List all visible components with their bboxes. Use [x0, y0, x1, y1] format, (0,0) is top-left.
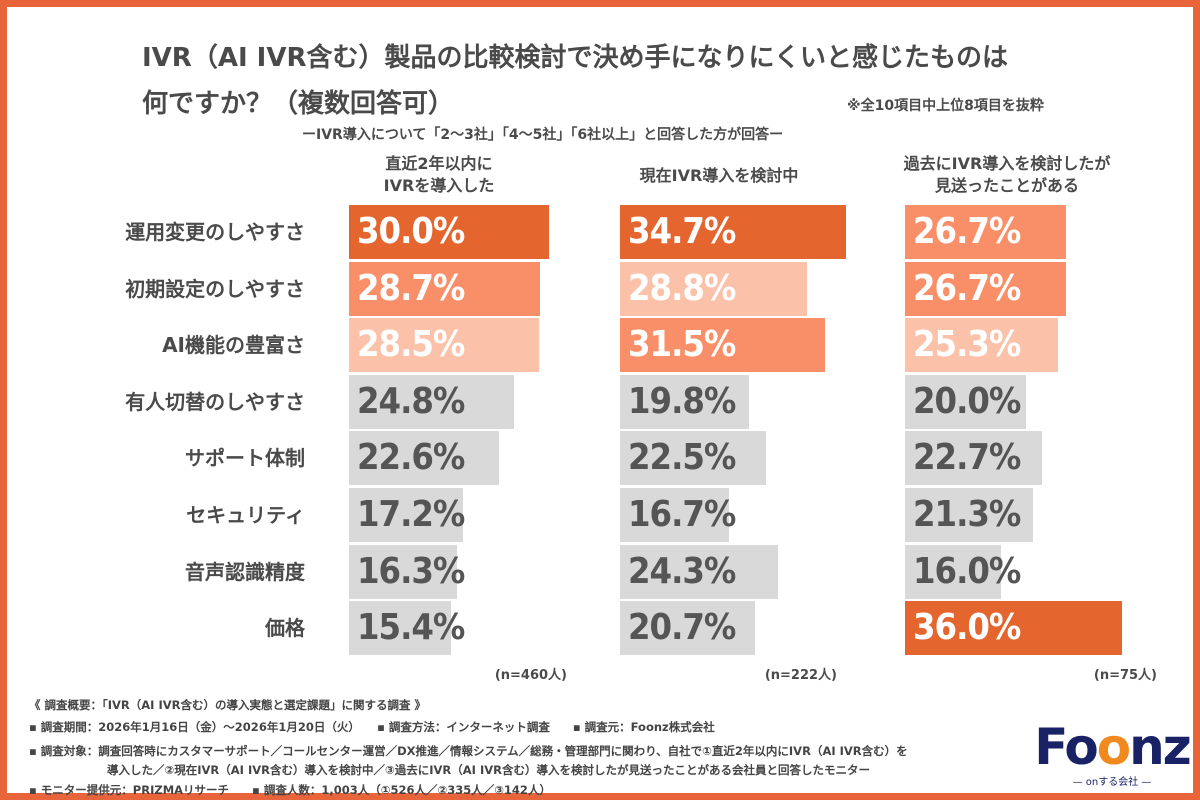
value-label: 30.0% [357, 211, 465, 252]
bar [905, 374, 1026, 429]
series-header-line: IVRを導入した [383, 176, 495, 195]
bar [905, 544, 1002, 599]
chart-title-line2: 何ですか？（複数回答可） [142, 89, 455, 119]
bar [620, 318, 825, 373]
sample-size-label: (n=222人) [764, 668, 837, 683]
series-header: 過去にIVR導入を検討したが 見送ったことがある [867, 153, 1147, 197]
survey-overview: 《 調査概要：「IVR（AI IVR含む）の導入実態と選定課題」に関する調査 》 [29, 698, 427, 712]
logo-wordmark: Foonz [1034, 718, 1192, 776]
survey-target: ▪ 調査対象：調査回答時にカスタマーサポート／コールセンター運営／DX推進／情報… [29, 744, 908, 758]
value-label: 20.7% [628, 607, 736, 649]
logo-tagline: — onする会社 — [1072, 777, 1152, 788]
sample-size-label: (n=75人) [1093, 668, 1157, 683]
survey-target-cont: 導入した／②現在IVR（AI IVR含む）導入を検討中／③過去にIVR（AI I… [107, 763, 870, 777]
series-header-line: 過去にIVR導入を検討したが [903, 154, 1111, 173]
survey-period-method: ▪ 調査期間：2026年1月16日（金）〜2026年1月20日（火） ▪ 調査方… [29, 720, 715, 734]
bar [349, 374, 514, 429]
bar [620, 431, 767, 486]
bar [349, 431, 500, 486]
bar [905, 601, 1123, 656]
sample-size-label: (n=460人) [494, 668, 567, 683]
bar [905, 205, 1066, 259]
bar [905, 318, 1058, 373]
bar [905, 261, 1066, 316]
value-label: 22.6% [357, 437, 465, 479]
series-header: 直近2年以内に IVRを導入した [299, 153, 579, 197]
bar [620, 488, 729, 542]
value-label: 17.2% [357, 494, 465, 535]
category-label: AI機能の豊富さ [162, 333, 305, 358]
category-label: サポート体制 [185, 446, 305, 471]
foonz-logo: Foonz — onする会社 — [1032, 719, 1192, 788]
bar [349, 318, 539, 373]
value-label: 24.3% [628, 550, 736, 592]
category-label: 有人切替のしやすさ [125, 389, 305, 414]
value-label: 28.7% [357, 267, 465, 309]
value-label: 31.5% [628, 324, 736, 366]
bar [349, 205, 549, 259]
bar [620, 544, 778, 599]
value-label: 26.7% [913, 267, 1021, 309]
survey-provider-count: ▪ モニター提供元：PRIZMAリサーチ ▪ 調査人数：1,003人（①526人… [29, 783, 551, 797]
bar [349, 261, 540, 316]
category-label: 初期設定のしやすさ [125, 276, 305, 301]
value-label: 22.5% [628, 437, 736, 479]
value-label: 22.7% [913, 437, 1021, 479]
bar [620, 205, 846, 259]
bar [349, 488, 464, 542]
value-label: 20.0% [913, 380, 1021, 422]
bar [620, 601, 755, 656]
value-label: 15.4% [357, 607, 465, 649]
series-header-line: 見送ったことがある [934, 176, 1079, 195]
value-label: 28.5% [357, 324, 465, 366]
bar [620, 374, 749, 429]
value-label: 16.7% [628, 494, 736, 535]
bar [349, 601, 452, 656]
category-label: 運用変更のしやすさ [125, 220, 305, 244]
value-label: 24.8% [357, 380, 465, 422]
value-label: 28.8% [628, 267, 736, 309]
bar [905, 488, 1034, 542]
value-label: 25.3% [913, 324, 1021, 366]
note: ※全10項目中上位8項目を抜粋 [847, 98, 1044, 114]
bar [349, 544, 458, 599]
subtitle: ーIVR導入について「2〜3社」「4〜5社」「6社以上」と回答した方が回答ー [302, 127, 784, 143]
category-label: セキュリティ [186, 503, 305, 527]
value-label: 36.0% [913, 607, 1021, 649]
value-label: 26.7% [913, 211, 1021, 252]
bar [905, 431, 1042, 486]
value-label: 19.8% [628, 380, 736, 422]
value-label: 16.0% [913, 550, 1021, 592]
series-header-line: 直近2年以内に [385, 154, 493, 173]
category-label: 価格 [265, 616, 305, 641]
value-label: 16.3% [357, 550, 465, 592]
series-header: 現在IVR導入を検討中 [579, 165, 859, 187]
bar [620, 261, 808, 316]
value-label: 21.3% [913, 494, 1021, 535]
series-header-line: 現在IVR導入を検討中 [639, 166, 799, 185]
category-label: 音声認識精度 [185, 559, 305, 584]
value-label: 34.7% [628, 211, 736, 252]
chart-title-line1: IVR（AI IVR含む）製品の比較検討で決め手になりにくいと感じたものは [142, 43, 1008, 73]
